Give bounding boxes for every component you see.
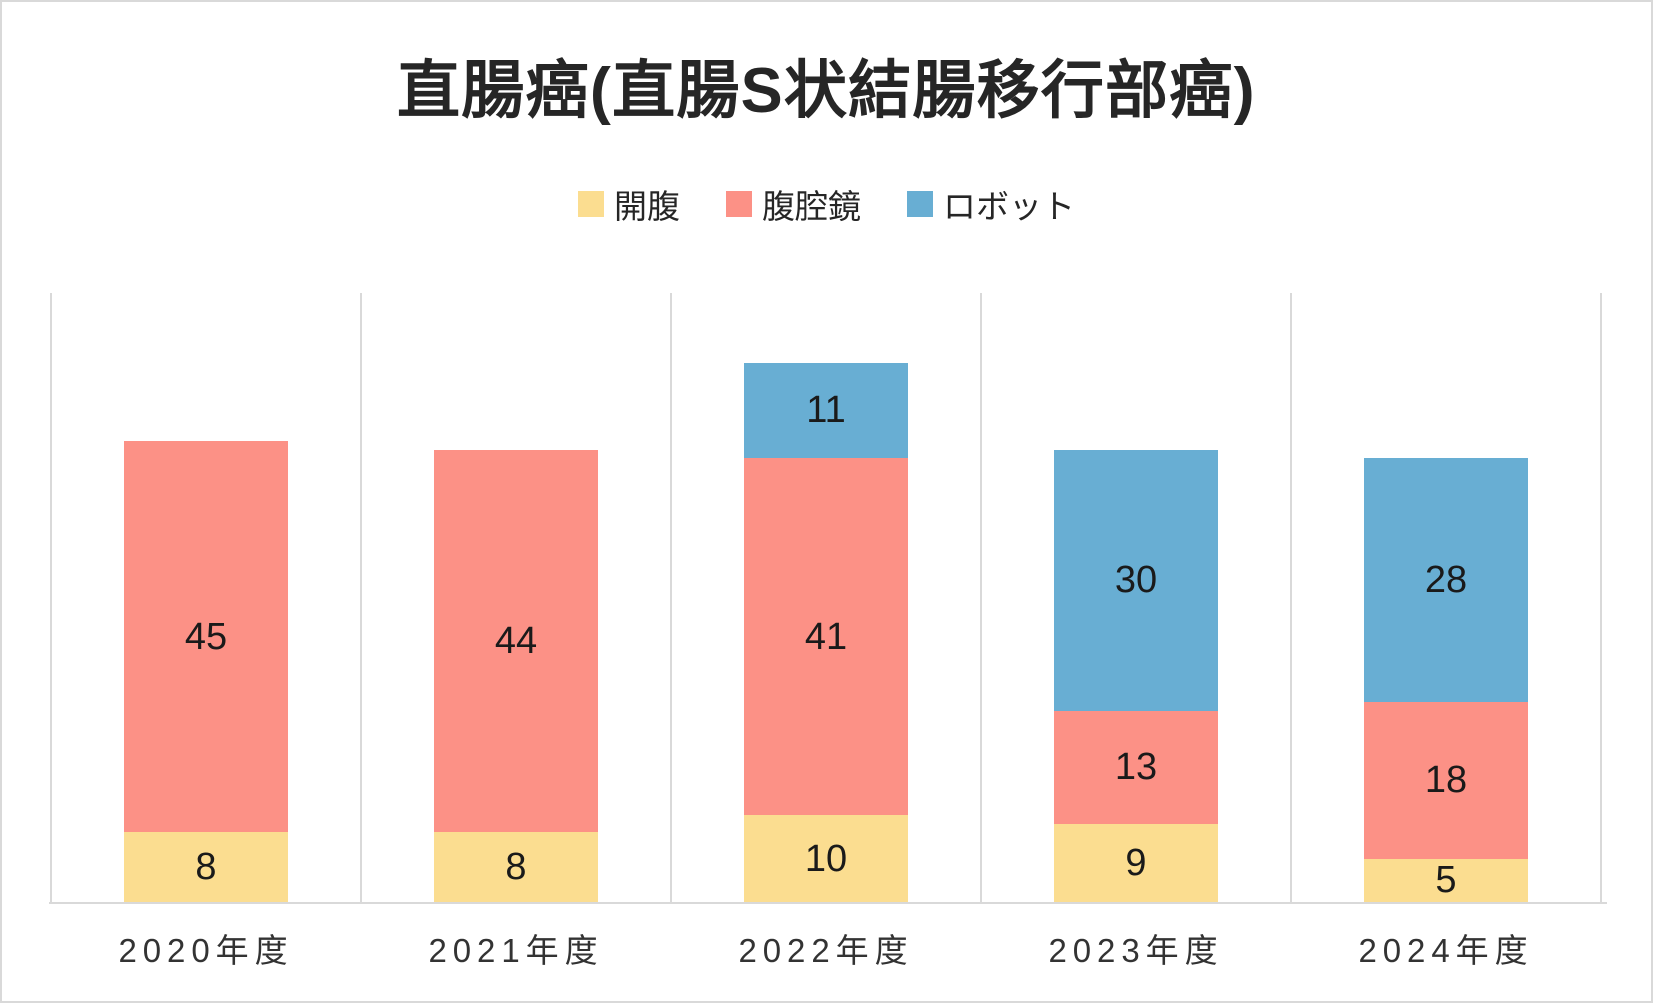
vertical-gridline (670, 293, 672, 902)
stacked-bar: 10 41 11 (744, 362, 908, 902)
bar-segment: 41 (744, 458, 908, 815)
stacked-bar: 5 18 28 (1364, 458, 1528, 902)
legend-swatch-icon (726, 191, 752, 217)
bar-segment: 28 (1364, 458, 1528, 702)
bar-value-label: 45 (184, 615, 228, 658)
x-axis-labels: 2020年度 2021年度 2022年度 2023年度 2024年度 (51, 924, 1603, 972)
legend-swatch-icon (907, 191, 933, 217)
bar-value-label: 13 (1114, 746, 1158, 789)
legend-label: ロボット (943, 188, 1075, 225)
legend-item: ロボット (907, 180, 1075, 228)
legend-item: 開腹 (578, 180, 680, 228)
plot-area: 8 45 8 44 10 41 11 9 13 30 5 18 28 (49, 293, 1607, 904)
bar-value-label: 11 (806, 389, 846, 432)
bar-segment: 10 (744, 815, 908, 902)
bar-value-label: 9 (1125, 841, 1147, 884)
bar-value-label: 8 (505, 846, 527, 889)
legend-swatch-icon (578, 191, 604, 217)
legend: 開腹 腹腔鏡 ロボット (2, 180, 1651, 228)
bar-group: 9 13 30 (981, 293, 1291, 902)
legend-item: 腹腔鏡 (726, 180, 861, 228)
bar-value-label: 30 (1114, 559, 1158, 602)
vertical-gridline (50, 293, 52, 902)
bar-segment: 11 (744, 362, 908, 459)
bar-group: 8 44 (361, 293, 671, 902)
vertical-gridline (360, 293, 362, 902)
bar-segment: 8 (124, 832, 288, 902)
bar-segment: 44 (434, 449, 598, 833)
bar-value-label: 41 (804, 615, 848, 658)
bar-group: 8 45 (51, 293, 361, 902)
legend-label: 開腹 (614, 188, 680, 225)
bar-segment: 8 (434, 832, 598, 902)
vertical-gridline (1290, 293, 1292, 902)
chart-title: 直腸癌(直腸S状結腸移行部癌) (397, 56, 1256, 126)
bar-segment: 45 (124, 440, 288, 833)
bar-segment: 5 (1364, 858, 1528, 902)
x-axis-label: 2020年度 (118, 932, 294, 969)
bar-segment: 18 (1364, 701, 1528, 859)
x-axis-label: 2021年度 (428, 932, 604, 969)
vertical-gridline (980, 293, 982, 902)
bar-segment: 30 (1054, 449, 1218, 711)
vertical-gridline (1600, 293, 1602, 902)
bar-group: 5 18 28 (1291, 293, 1601, 902)
stacked-bar: 9 13 30 (1054, 449, 1218, 902)
bar-value-label: 18 (1424, 759, 1468, 802)
bar-value-label: 44 (494, 620, 538, 662)
bar-value-label: 28 (1424, 559, 1468, 602)
x-axis-label: 2024年度 (1358, 932, 1534, 969)
legend-label: 腹腔鏡 (762, 188, 861, 225)
x-axis-label: 2023年度 (1048, 932, 1224, 969)
stacked-bar: 8 45 (124, 440, 288, 902)
bar-group: 10 41 11 (671, 293, 981, 902)
bar-segment: 13 (1054, 710, 1218, 824)
x-axis-label: 2022年度 (738, 932, 914, 969)
bar-value-label: 10 (804, 837, 848, 880)
x-axis-line (49, 902, 1607, 904)
bar-value-label: 8 (195, 846, 217, 889)
stacked-bar: 8 44 (434, 449, 598, 902)
bar-segment: 9 (1054, 823, 1218, 902)
bar-value-label: 5 (1435, 859, 1457, 902)
